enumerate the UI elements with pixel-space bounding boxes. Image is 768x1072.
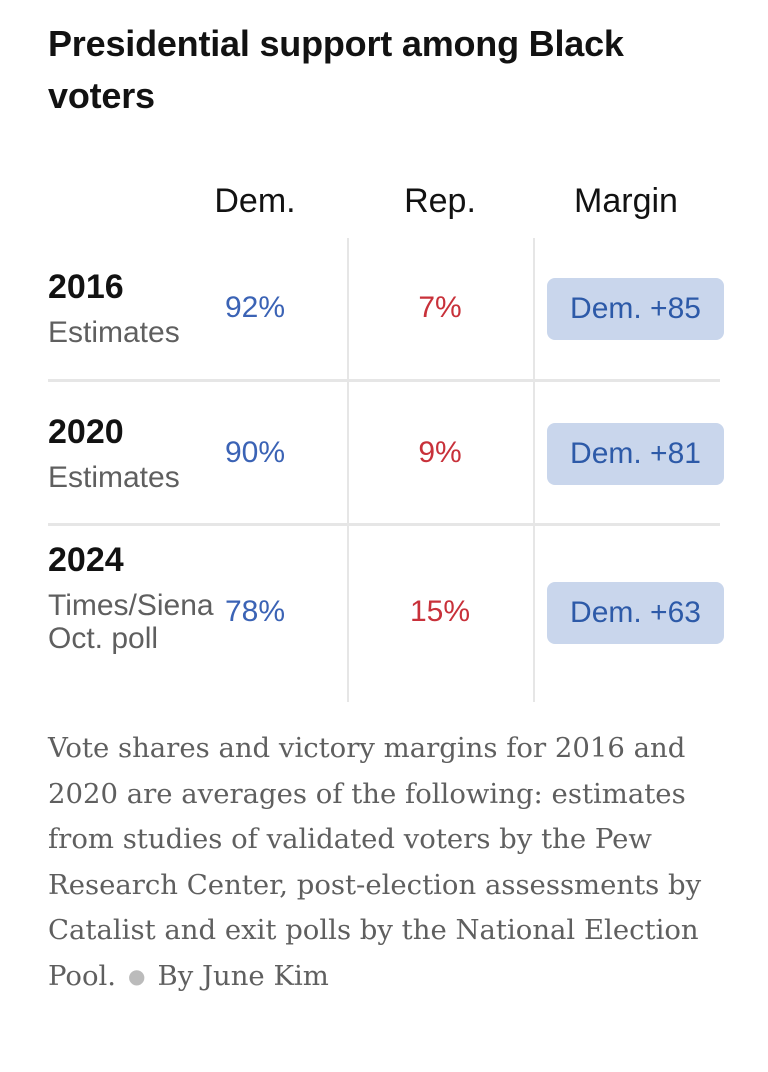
margin-badge-2024: Dem. +63 [547,582,724,644]
dem-value-2020: 90% [224,436,286,469]
row-source-2024: Times/Siena Oct. poll [48,589,214,655]
row-year-2024: 2024 [48,541,124,579]
row-year-2016: 2016 [48,268,124,306]
margin-badge-2016: Dem. +85 [547,278,724,340]
column-divider [533,238,535,702]
rep-value-2016: 7% [418,291,462,324]
column-header-margin: Margin [574,182,678,220]
dem-value-2016: 92% [224,291,286,324]
column-divider [347,238,349,702]
dem-value-2024: 78% [224,595,286,628]
row-divider [48,523,720,526]
column-header-rep: Rep. [404,182,476,220]
rep-value-2020: 9% [418,436,462,469]
separator-dot-icon: ● [128,964,146,989]
row-source-2020: Estimates [48,461,180,494]
rep-value-2024: 15% [409,595,471,628]
row-source-2016: Estimates [48,316,180,349]
byline: By June Kim [157,959,329,992]
chart-title: Presidential support among Black voters [48,23,624,116]
footnote-text: Vote shares and victory margins for 2016… [48,732,702,992]
column-header-dem: Dem. [214,182,296,220]
row-year-2020: 2020 [48,413,124,451]
footnote: Vote shares and victory margins for 2016… [48,726,728,1000]
row-divider [48,379,720,382]
margin-badge-2020: Dem. +81 [547,423,724,485]
